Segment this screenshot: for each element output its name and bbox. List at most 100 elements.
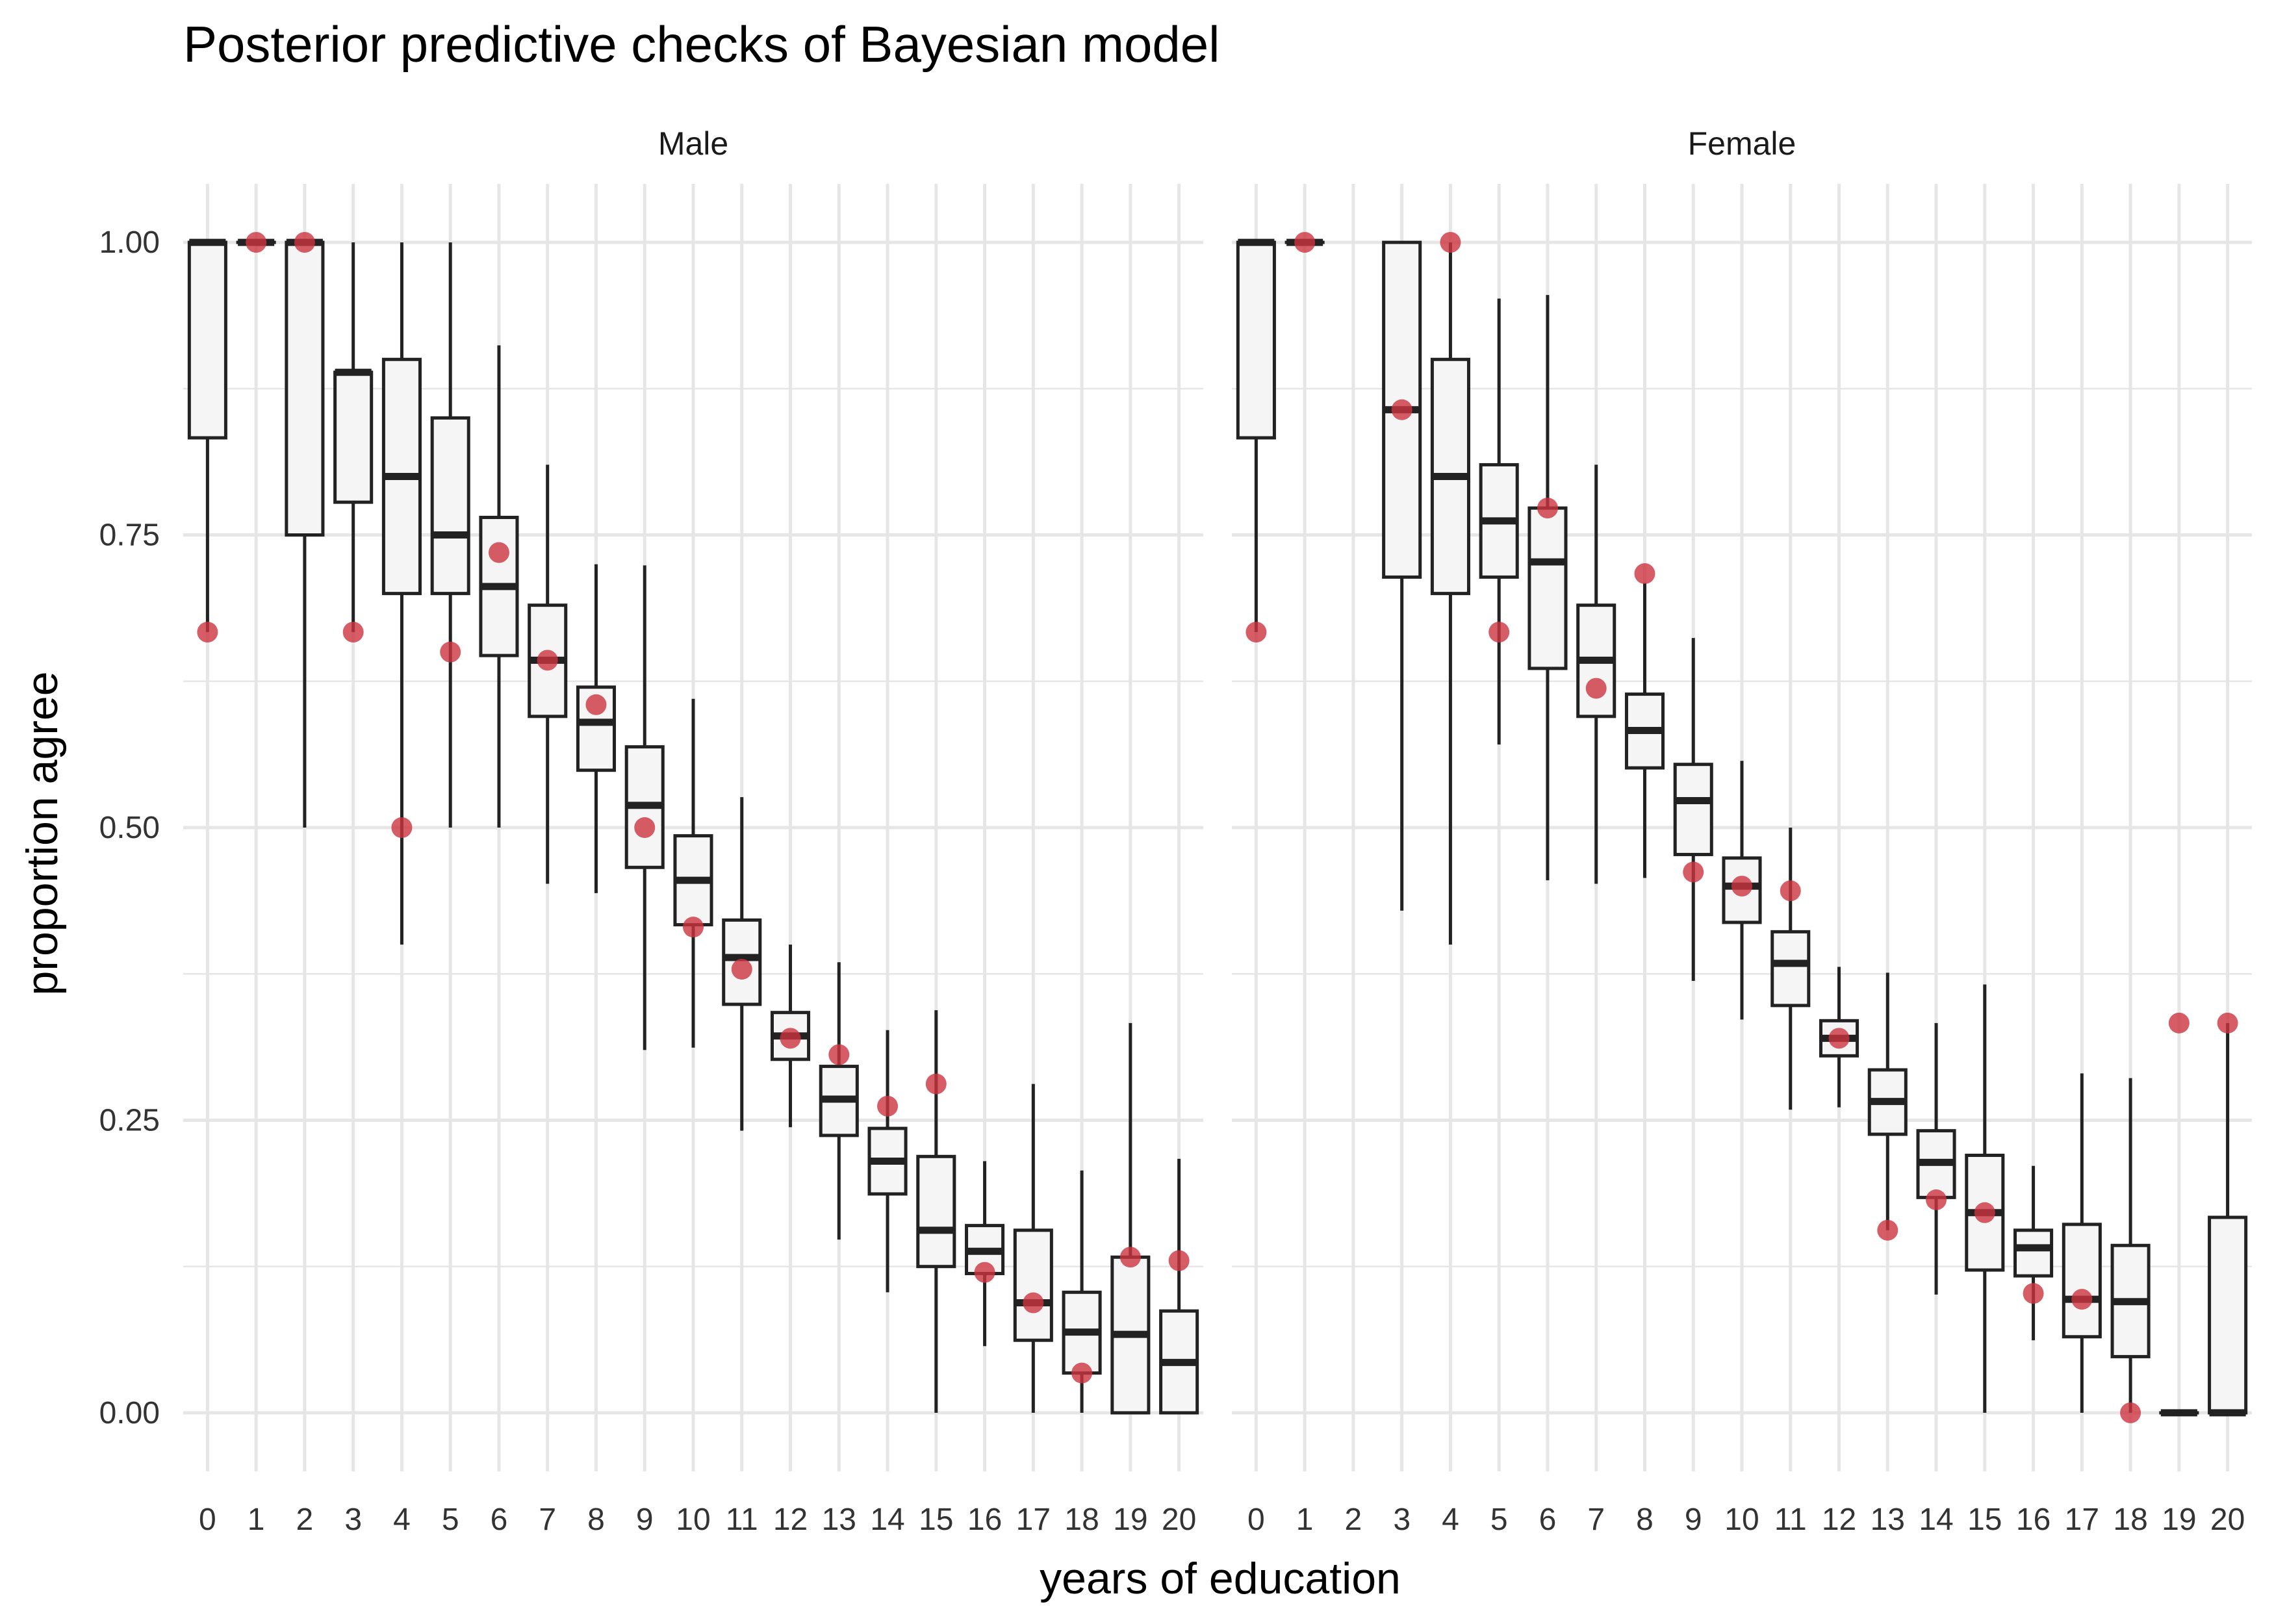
box-female-3 <box>1382 240 1422 911</box>
observed-point-male-18 <box>1071 1362 1093 1384</box>
observed-point-female-14 <box>1926 1189 1947 1210</box>
observed-point-male-11 <box>731 959 752 980</box>
box-iqr <box>2013 1228 2054 1278</box>
x-tick-label: 20 <box>1162 1503 1196 1537</box>
observed-point-male-7 <box>537 650 558 671</box>
x-tick-label: 11 <box>1774 1503 1807 1537</box>
x-tick-label: 14 <box>870 1503 904 1537</box>
box-female-18 <box>2110 1078 2151 1413</box>
x-tick-label: 10 <box>1724 1503 1759 1537</box>
y-tick-label: 0.75 <box>99 518 160 553</box>
box-iqr <box>2208 1215 2248 1415</box>
box-male-0 <box>187 238 227 633</box>
observed-point-male-17 <box>1023 1292 1044 1313</box>
observed-point-male-15 <box>925 1073 947 1095</box>
x-tick-label: 9 <box>1685 1503 1702 1537</box>
box-female-11 <box>1770 828 1811 1110</box>
x-tick-label: 14 <box>1919 1503 1953 1537</box>
x-tick-label: 1 <box>248 1503 265 1537</box>
box-male-4 <box>381 242 422 945</box>
x-tick-label: 5 <box>442 1503 459 1537</box>
observed-point-female-16 <box>2023 1283 2044 1304</box>
y-axis-title: proportion agree <box>18 671 67 995</box>
observed-point-male-1 <box>246 232 267 253</box>
observed-point-female-3 <box>1391 399 1412 420</box>
observed-point-female-5 <box>1488 622 1510 643</box>
x-tick-label: 20 <box>2210 1503 2245 1537</box>
box-male-2 <box>285 238 325 828</box>
observed-point-male-19 <box>1119 1247 1141 1268</box>
x-tick-label: 0 <box>199 1503 216 1537</box>
observed-point-female-13 <box>1877 1219 1898 1241</box>
box-male-8 <box>576 564 617 893</box>
x-tick-label: 1 <box>1296 1503 1314 1537</box>
observed-point-male-10 <box>683 917 704 938</box>
box-male-15 <box>916 1010 956 1413</box>
x-tick-label: 15 <box>1967 1503 2002 1537</box>
x-tick-label: 8 <box>1636 1503 1654 1537</box>
observed-point-female-18 <box>2120 1402 2141 1423</box>
box-male-5 <box>430 242 470 828</box>
x-tick-label: 19 <box>2162 1503 2196 1537</box>
x-tick-label: 4 <box>1442 1503 1459 1537</box>
box-female-17 <box>2062 1073 2102 1413</box>
box-iqr <box>1770 930 1811 1008</box>
x-tick-label: 0 <box>1247 1503 1265 1537</box>
box-female-0 <box>1236 238 1276 633</box>
box-female-5 <box>1479 298 1519 745</box>
observed-point-female-15 <box>1974 1202 1995 1223</box>
observed-point-male-2 <box>294 232 315 253</box>
x-tick-label: 17 <box>2065 1503 2099 1537</box>
box-iqr <box>333 370 374 504</box>
observed-point-female-11 <box>1780 880 1801 902</box>
x-tick-label: 11 <box>726 1503 758 1537</box>
observed-point-male-8 <box>585 694 607 715</box>
observed-point-male-4 <box>391 817 413 838</box>
observed-point-male-0 <box>197 622 218 643</box>
x-tick-label: 6 <box>1539 1503 1557 1537</box>
box-iqr <box>1527 506 1568 670</box>
box-iqr <box>916 1154 956 1269</box>
facet-strip-label: Male <box>658 125 728 162</box>
x-tick-label: 2 <box>1345 1503 1362 1537</box>
box-male-3 <box>333 242 374 633</box>
box-male-13 <box>819 962 859 1240</box>
box-iqr <box>430 416 470 596</box>
x-tick-label: 12 <box>773 1503 808 1537</box>
x-tick-label: 6 <box>491 1503 508 1537</box>
x-tick-label: 10 <box>676 1503 710 1537</box>
y-tick-label: 0.25 <box>99 1103 160 1137</box>
y-axis-tick-labels: 0.00 0.25 0.50 0.75 1.00 <box>99 225 160 1430</box>
box-male-12 <box>770 945 811 1128</box>
x-tick-label: 7 <box>539 1503 556 1537</box>
x-tick-label: 12 <box>1822 1503 1856 1537</box>
chart-title: Posterior predictive checks of Bayesian … <box>183 16 1220 73</box>
observed-point-female-17 <box>2071 1289 2093 1310</box>
observed-point-male-16 <box>974 1262 995 1283</box>
box-iqr <box>2062 1223 2102 1339</box>
box-female-8 <box>1624 583 1665 878</box>
x-tick-label: 13 <box>1871 1503 1905 1537</box>
observed-point-female-1 <box>1294 232 1316 253</box>
x-tick-label: 15 <box>919 1503 953 1537</box>
box-male-9 <box>624 565 665 1050</box>
observed-point-female-19 <box>2168 1012 2190 1034</box>
box-iqr <box>187 240 227 440</box>
observed-point-female-8 <box>1634 563 1655 585</box>
x-tick-label: 18 <box>2113 1503 2147 1537</box>
box-iqr <box>1673 763 1713 856</box>
box-male-14 <box>867 1030 908 1293</box>
observed-point-female-12 <box>1828 1028 1850 1049</box>
observed-point-female-20 <box>2217 1012 2238 1034</box>
observed-point-male-12 <box>780 1028 801 1049</box>
x-tick-label: 8 <box>587 1503 605 1537</box>
observed-point-male-14 <box>877 1095 899 1117</box>
box-male-19 <box>1110 1022 1151 1415</box>
observed-point-female-9 <box>1683 861 1704 883</box>
observed-point-male-5 <box>440 641 461 663</box>
x-axis-title: years of education <box>1040 1554 1401 1603</box>
